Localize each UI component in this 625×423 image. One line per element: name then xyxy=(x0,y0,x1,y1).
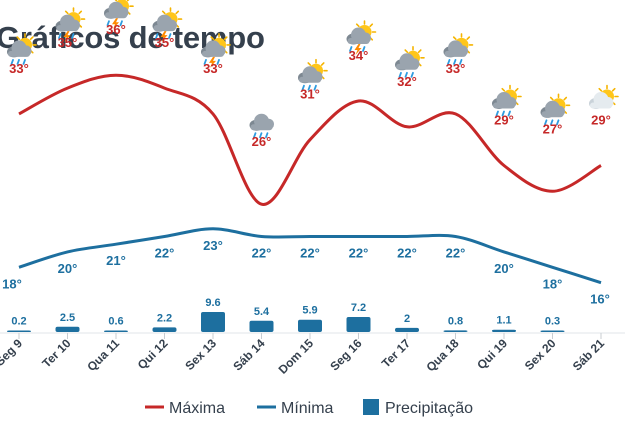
precip-bar xyxy=(249,320,274,332)
max-temp-label: 31° xyxy=(300,87,320,102)
legend-precip-swatch xyxy=(363,399,379,415)
min-temp-label: 22° xyxy=(397,246,417,261)
x-tick-label: Ter 10 xyxy=(39,336,74,371)
legend-max-label: Máxima xyxy=(169,400,225,417)
min-temp-label: 22° xyxy=(349,246,369,261)
max-temp-label: 35° xyxy=(58,35,78,50)
cloud-rain-sun-icon xyxy=(7,33,37,65)
precip-label: 0.2 xyxy=(11,316,26,328)
max-temp-label: 33° xyxy=(203,61,223,76)
legend-min-label: Mínima xyxy=(281,400,334,417)
cloud-storm-sun-icon xyxy=(346,20,377,55)
precip-label: 2.5 xyxy=(60,312,75,324)
x-tick-label: Seg 16 xyxy=(327,336,364,373)
min-temp-label: 21° xyxy=(106,253,126,268)
max-temp-line xyxy=(18,73,602,206)
precip-bar xyxy=(492,329,516,332)
precip-bar xyxy=(55,326,80,332)
max-temp-label: 36° xyxy=(106,22,126,37)
precip-label: 0.6 xyxy=(108,316,123,328)
precip-bar xyxy=(443,330,468,332)
cloud-rain-icon xyxy=(249,113,274,139)
min-temp-label: 16° xyxy=(590,292,610,307)
cloud-sun-icon xyxy=(589,84,619,109)
precip-bar xyxy=(152,327,177,332)
x-tick-label: Qui 12 xyxy=(135,336,171,372)
precip-label: 7.2 xyxy=(351,302,366,314)
precip-label: 2 xyxy=(404,313,410,325)
x-tick-label: Sáb 21 xyxy=(570,336,607,373)
precip-bar xyxy=(201,312,225,332)
precip-label: 2.2 xyxy=(157,312,172,324)
cloud-storm-sun-icon xyxy=(201,33,231,68)
min-temp-label: 18° xyxy=(543,276,563,291)
precip-label: 0.8 xyxy=(448,315,463,327)
precip-label: 0.3 xyxy=(545,316,560,328)
min-temp-label: 22° xyxy=(252,246,272,261)
min-temp-label: 20° xyxy=(494,261,514,276)
x-tick-label: Dom 15 xyxy=(276,336,317,377)
weather-icons xyxy=(7,0,619,139)
x-tick-label: Qui 19 xyxy=(474,336,510,372)
max-temp-label: 33° xyxy=(446,61,466,76)
max-temp-label: 32° xyxy=(397,74,417,89)
precip-bar xyxy=(540,330,565,332)
precip-bar xyxy=(395,327,419,332)
x-tick-label: Sex 20 xyxy=(522,336,559,373)
cloud-storm-sun-icon xyxy=(152,7,183,43)
min-temp-label: 20° xyxy=(58,261,78,276)
min-temp-label: 22° xyxy=(446,246,466,261)
max-temp-label: 35° xyxy=(155,35,175,50)
x-tick-label: Sáb 14 xyxy=(230,336,267,373)
cloud-rain-sun-icon xyxy=(298,58,328,91)
x-tick-label: Qua 18 xyxy=(423,336,461,374)
max-temp-label: 29° xyxy=(591,113,611,128)
max-temp-label: 27° xyxy=(543,121,563,136)
precip-label: 5.4 xyxy=(254,306,270,318)
cloud-storm-sun-icon xyxy=(55,7,86,43)
legend: Máxima Mínima Precipitação xyxy=(145,399,473,417)
max-temp-label: 34° xyxy=(349,48,369,63)
cloud-rain-sun-icon xyxy=(540,93,571,126)
min-temp-label: 22° xyxy=(155,246,175,261)
x-tick-label: Seg 9 xyxy=(0,336,25,369)
max-temp-label: 26° xyxy=(252,134,272,149)
precip-bar xyxy=(7,330,31,332)
precip-bar xyxy=(104,330,128,332)
min-temp-label: 18° xyxy=(2,276,22,291)
x-tick-label: Ter 17 xyxy=(379,336,414,371)
cloud-storm-sun-icon xyxy=(104,0,134,30)
cloud-rain-sun-icon xyxy=(395,45,425,78)
precip-bar xyxy=(298,319,322,332)
precip-bar xyxy=(346,317,371,332)
cloud-rain-sun-icon xyxy=(443,33,474,65)
cloud-rain-sun-icon xyxy=(492,84,522,117)
min-temp-label: 22° xyxy=(300,246,320,261)
min-temp-line xyxy=(18,227,602,285)
max-temp-label: 29° xyxy=(494,113,514,128)
precip-label: 9.6 xyxy=(205,297,220,309)
precip-label: 1.1 xyxy=(496,315,511,327)
x-tick-label: Sex 13 xyxy=(182,336,219,373)
precip-label: 5.9 xyxy=(302,305,317,317)
x-tick-label: Qua 11 xyxy=(84,336,122,374)
legend-precip-label: Precipitação xyxy=(385,400,473,417)
max-temp-label: 33° xyxy=(9,61,29,76)
min-temp-label: 23° xyxy=(203,238,223,253)
